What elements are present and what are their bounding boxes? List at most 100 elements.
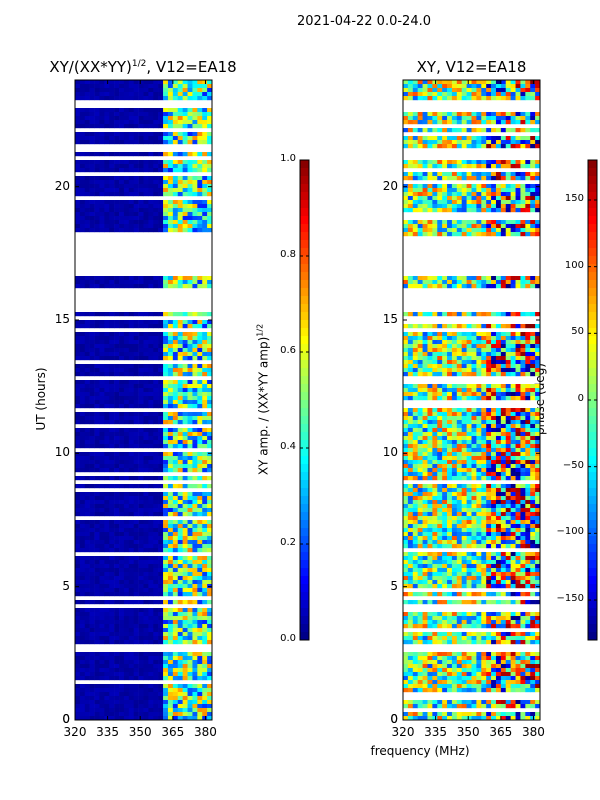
heatmap-cell <box>138 412 144 417</box>
heatmap-cell <box>128 404 135 409</box>
heatmap-cell <box>109 484 115 489</box>
heatmap-cell <box>207 664 213 669</box>
heatmap-cell <box>89 140 95 145</box>
heatmap-cell <box>123 92 130 97</box>
heatmap-cell <box>89 348 95 353</box>
heatmap-cell <box>75 160 81 165</box>
heatmap-cell <box>128 452 135 457</box>
heatmap-cell <box>104 640 110 645</box>
heatmap-cell <box>114 392 120 397</box>
heatmap-cell <box>202 576 208 581</box>
heatmap-cell <box>427 276 433 281</box>
heatmap-cell <box>158 140 164 145</box>
heatmap-cell <box>119 696 125 701</box>
heatmap-cell <box>471 336 477 341</box>
heatmap-cell <box>148 608 154 613</box>
heatmap-cell <box>163 440 169 445</box>
heatmap-cell <box>172 664 179 669</box>
heatmap-cell <box>197 620 203 625</box>
heatmap-cell <box>182 544 188 549</box>
heatmap-cell <box>109 168 115 173</box>
heatmap-cell <box>143 560 149 565</box>
heatmap-cell <box>451 392 458 397</box>
heatmap-cell <box>84 392 90 397</box>
heatmap-cell <box>437 420 443 425</box>
heatmap-cell <box>495 392 502 397</box>
heatmap-cell <box>153 168 159 173</box>
heatmap-cell <box>427 436 433 441</box>
heatmap-cell <box>187 564 193 569</box>
heatmap-cell <box>148 136 154 141</box>
heatmap-cell <box>79 536 86 541</box>
heatmap-cell <box>451 220 458 225</box>
colorbar-segment <box>300 488 309 497</box>
heatmap-cell <box>123 672 130 677</box>
heatmap-cell <box>500 112 507 117</box>
heatmap-cell <box>437 412 443 417</box>
heatmap-cell <box>153 540 159 545</box>
heatmap-cell <box>202 496 208 501</box>
heatmap-cell <box>197 336 203 341</box>
heatmap-cell <box>525 192 531 197</box>
heatmap-cell <box>119 568 125 573</box>
heatmap-cell <box>520 224 526 229</box>
heatmap-cell <box>75 192 81 197</box>
heatmap-cell <box>128 672 135 677</box>
heatmap-cell <box>172 624 179 629</box>
heatmap-cell <box>525 144 531 149</box>
heatmap-cell <box>471 424 477 429</box>
heatmap-cell <box>75 468 81 473</box>
heatmap-cell <box>530 412 536 417</box>
heatmap-cell <box>177 460 183 465</box>
heatmap-cell <box>104 400 110 405</box>
heatmap-cell <box>158 404 164 409</box>
heatmap-cell <box>153 580 159 585</box>
heatmap-cell <box>94 688 100 693</box>
heatmap-cell <box>207 572 213 577</box>
heatmap-cell <box>138 388 144 393</box>
heatmap-cell <box>138 464 144 469</box>
heatmap-cell <box>104 176 110 181</box>
heatmap-cell <box>476 204 482 209</box>
heatmap-cell <box>451 204 458 209</box>
heatmap-cell <box>138 528 144 533</box>
heatmap-cell <box>476 200 482 205</box>
heatmap-cell <box>422 228 428 233</box>
heatmap-cell <box>133 492 139 497</box>
heatmap-cell <box>79 152 86 157</box>
heatmap-cell <box>128 468 135 473</box>
heatmap-cell <box>192 452 198 457</box>
heatmap-cell <box>187 464 193 469</box>
heatmap-cell <box>520 312 526 317</box>
heatmap-cell <box>187 640 193 645</box>
heatmap-cell <box>123 352 130 357</box>
heatmap-cell <box>104 280 110 285</box>
heatmap-cell <box>104 116 110 121</box>
heatmap-cell <box>167 560 174 565</box>
heatmap-cell <box>104 160 110 165</box>
heatmap-cell <box>202 536 208 541</box>
heatmap-cell <box>104 712 110 717</box>
heatmap-cell <box>138 492 144 497</box>
heatmap-cell <box>486 360 492 365</box>
heatmap-cell <box>466 192 472 197</box>
heatmap-cell <box>123 228 130 233</box>
heatmap-cell <box>202 688 208 693</box>
heatmap-cell <box>119 660 125 665</box>
heatmap-cell <box>510 276 516 281</box>
heatmap-cell <box>172 380 179 385</box>
heatmap-cell <box>187 540 193 545</box>
heatmap-cell <box>471 428 477 433</box>
heatmap-cell <box>148 564 154 569</box>
heatmap-cell <box>75 168 81 173</box>
heatmap-cell <box>412 224 418 229</box>
heatmap-cell <box>109 112 115 117</box>
heatmap-cell <box>451 92 458 97</box>
heatmap-cell <box>207 428 213 433</box>
heatmap-cell <box>75 520 81 525</box>
heatmap-cell <box>461 428 467 433</box>
heatmap-cell <box>187 92 193 97</box>
heatmap-cell <box>94 284 100 289</box>
heatmap-cell <box>138 700 144 705</box>
heatmap-cell <box>491 280 497 285</box>
